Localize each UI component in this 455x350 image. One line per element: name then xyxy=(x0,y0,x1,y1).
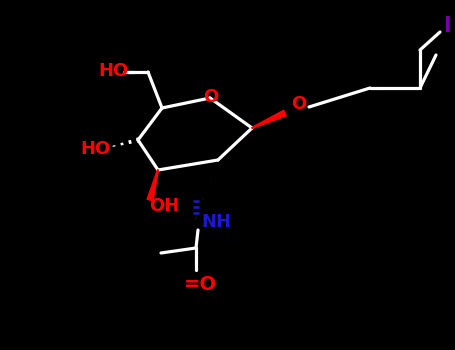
Text: =O: =O xyxy=(183,274,217,294)
Polygon shape xyxy=(252,110,286,128)
Text: O: O xyxy=(203,88,218,106)
Text: O: O xyxy=(291,95,307,113)
Text: HO: HO xyxy=(81,140,111,158)
Text: OH: OH xyxy=(149,197,179,215)
Text: I: I xyxy=(443,16,451,36)
Text: HO: HO xyxy=(99,62,129,80)
Polygon shape xyxy=(147,170,158,201)
Text: NH: NH xyxy=(201,213,231,231)
